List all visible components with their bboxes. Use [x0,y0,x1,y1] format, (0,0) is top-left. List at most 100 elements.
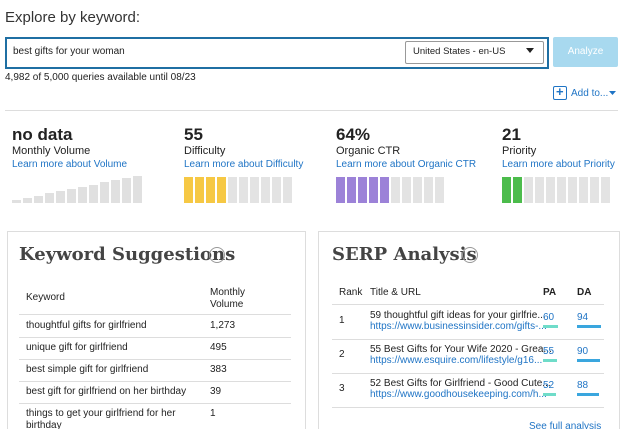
row-line [19,381,291,382]
add-icon[interactable] [553,86,567,100]
add-plus[interactable]: + [556,84,564,99]
metric-label: Organic CTR [336,145,401,157]
analyze-label[interactable]: Analyze [567,46,604,57]
volume-bar [56,191,65,203]
keyword: best gift for girlfriend on her birthday [26,386,187,397]
analyze-button[interactable] [553,37,618,67]
keyword: thoughtful gifts for girlfriend [26,320,147,331]
meter-segment [601,177,610,203]
meter-segment [435,177,444,203]
meter-segment [206,177,215,203]
row-line [332,373,604,374]
meter-segment [272,177,281,203]
meter-segment [228,177,237,203]
rank: 3 [339,383,345,394]
column-header: Monthly Volume [210,287,246,310]
row-line [332,339,604,340]
locale-dropdown[interactable] [405,41,544,64]
divider [5,110,618,111]
column-header: Rank [339,287,363,298]
metric-label: Priority [502,145,537,157]
result-url[interactable]: https://www.goodhousekeeping.com/h... [370,389,547,400]
meter-segment [524,177,533,203]
meter-segment [380,177,389,203]
row-line [19,403,291,404]
rank: 1 [339,315,345,326]
metric-link[interactable]: Learn more about Organic CTR [336,159,477,170]
page-title: Explore by keyword: [5,9,141,26]
column-header: Title & URL [370,287,421,298]
volume: 495 [210,342,227,353]
metric-value: 64% [336,125,371,144]
meter-segment [358,177,367,203]
pa-bar [543,359,557,362]
column-header: PA [543,287,557,298]
result-url[interactable]: https://www.esquire.com/lifestyle/g16... [370,355,543,366]
volume: 383 [210,364,227,375]
meter-segment [239,177,248,203]
volume: 1,273 [210,320,236,331]
da-bar [577,359,600,362]
meter-segment [184,177,193,203]
meter-segment [347,177,356,203]
info-arrow[interactable] [462,247,478,263]
info-arrow[interactable] [209,247,225,263]
volume-bar [78,186,87,203]
meter-segment [261,177,270,203]
meter-segment [402,177,411,203]
metric-link[interactable]: Learn more about Volume [12,159,128,170]
metric-link[interactable]: Learn more about Priority [502,159,615,170]
volume-bar [122,178,131,203]
keyword: best simple gift for girlfriend [26,364,149,375]
da: 94 [577,312,589,323]
row-line [19,359,291,360]
search-query[interactable]: best gifts for your woman [13,46,125,57]
see-full-analysis[interactable]: See full analysis [529,421,602,429]
rank: 2 [339,349,345,360]
row-line [19,314,291,315]
keyword-title: Keyword Suggestions [19,244,236,265]
meter-segment [391,177,400,203]
meter-segment [557,177,566,203]
meter-segment [579,177,588,203]
volume: 39 [210,386,222,397]
da: 88 [577,380,589,391]
metric-link[interactable]: Learn more about Difficulty [184,159,304,170]
pa: 55 [543,346,555,357]
volume-bar [100,182,109,203]
da-bar [577,393,599,396]
row-line [19,337,291,338]
meter-segment [502,177,511,203]
locale[interactable]: United States - en-US [413,46,506,57]
pa-bar [543,393,556,396]
pa: 52 [543,380,555,391]
volume-bar [23,197,32,203]
result-url[interactable]: https://www.businessinsider.com/gifts-..… [370,321,547,332]
column-header: DA [577,287,592,298]
result-title[interactable]: 52 Best Gifts for Girlfriend - Good Cute… [370,378,551,389]
result-title[interactable]: 59 thoughtful gift ideas for your girlfr… [370,310,546,321]
metric-value: 55 [184,125,203,144]
volume-bar [89,184,98,203]
add-arrow [609,91,616,95]
pa: 60 [543,312,555,323]
meter-segment [568,177,577,203]
volume-bar [67,189,76,203]
meter-segment [217,177,226,203]
meter-segment [250,177,259,203]
meter-segment [424,177,433,203]
add-to[interactable]: Add to... [571,88,609,99]
metric-label: Difficulty [184,145,226,157]
meter-segment [413,177,422,203]
metric-label: Monthly Volume [12,145,91,157]
metric-value: 21 [502,125,521,144]
result-title[interactable]: 55 Best Gifts for Your Wife 2020 - Grea.… [370,344,552,355]
pa-bar [543,325,558,328]
search-box[interactable] [5,37,549,69]
keyword-card [7,231,306,429]
volume-bar [133,175,142,203]
meter-segment [535,177,544,203]
meter-segment [590,177,599,203]
serp-title: SERP Analysis [332,244,477,265]
